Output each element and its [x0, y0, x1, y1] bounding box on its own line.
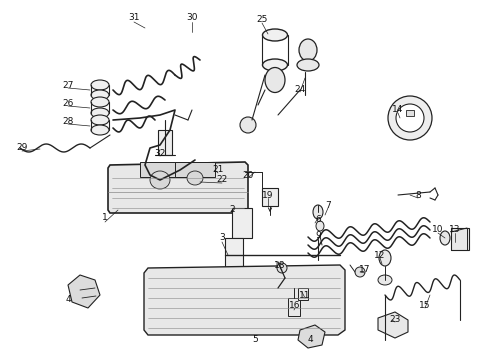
Text: 30: 30 — [186, 13, 197, 22]
Text: 2: 2 — [229, 206, 234, 215]
Ellipse shape — [296, 59, 318, 71]
Text: 9: 9 — [314, 230, 320, 239]
Text: 28: 28 — [62, 117, 74, 126]
Text: 4: 4 — [306, 336, 312, 345]
Text: 14: 14 — [391, 105, 403, 114]
Ellipse shape — [150, 171, 170, 189]
Ellipse shape — [298, 39, 316, 61]
Ellipse shape — [378, 250, 390, 266]
Text: 29: 29 — [16, 144, 28, 153]
Bar — [140, 162, 200, 177]
Ellipse shape — [91, 90, 109, 100]
Text: 27: 27 — [62, 81, 74, 90]
Bar — [158, 130, 172, 155]
Circle shape — [387, 96, 431, 140]
Circle shape — [276, 263, 286, 273]
Text: 6: 6 — [314, 216, 320, 225]
Ellipse shape — [315, 221, 324, 231]
Bar — [175, 162, 215, 177]
Text: 22: 22 — [216, 175, 227, 184]
Polygon shape — [377, 312, 407, 338]
Bar — [287, 298, 299, 316]
Bar — [405, 110, 413, 116]
Circle shape — [240, 117, 256, 133]
Text: 12: 12 — [373, 251, 385, 260]
Text: 21: 21 — [212, 166, 223, 175]
Text: 5: 5 — [252, 336, 257, 345]
Ellipse shape — [312, 205, 323, 219]
Text: 11: 11 — [299, 291, 310, 300]
Polygon shape — [297, 325, 325, 348]
Circle shape — [354, 267, 364, 277]
Bar — [297, 288, 307, 300]
Text: 19: 19 — [262, 190, 273, 199]
Text: 18: 18 — [274, 261, 285, 270]
Bar — [231, 208, 251, 238]
Ellipse shape — [186, 171, 203, 185]
Bar — [195, 168, 215, 176]
Ellipse shape — [262, 59, 287, 71]
Ellipse shape — [262, 29, 287, 41]
Text: 26: 26 — [62, 99, 74, 108]
Text: 17: 17 — [359, 266, 370, 274]
Text: 10: 10 — [431, 225, 443, 234]
Circle shape — [395, 104, 423, 132]
Text: 24: 24 — [294, 85, 305, 94]
Ellipse shape — [264, 68, 285, 93]
Text: 25: 25 — [256, 15, 267, 24]
Polygon shape — [68, 275, 100, 308]
Text: 13: 13 — [448, 225, 460, 234]
Ellipse shape — [91, 80, 109, 90]
Text: 31: 31 — [128, 13, 140, 22]
Bar — [262, 188, 278, 206]
Ellipse shape — [91, 115, 109, 125]
Polygon shape — [108, 162, 247, 213]
Bar — [224, 238, 243, 273]
Text: 32: 32 — [154, 148, 165, 158]
Text: 1: 1 — [102, 213, 108, 222]
Polygon shape — [143, 265, 345, 335]
Text: 15: 15 — [418, 301, 430, 310]
Ellipse shape — [91, 108, 109, 118]
Ellipse shape — [439, 231, 449, 245]
Text: 16: 16 — [289, 302, 300, 310]
Text: 20: 20 — [242, 171, 253, 180]
Bar — [450, 228, 468, 250]
Text: 8: 8 — [414, 190, 420, 199]
Text: 4: 4 — [65, 296, 71, 305]
Ellipse shape — [377, 275, 391, 285]
Ellipse shape — [91, 125, 109, 135]
Text: 23: 23 — [388, 315, 400, 324]
Ellipse shape — [91, 97, 109, 107]
Text: 3: 3 — [219, 234, 224, 243]
Text: 7: 7 — [325, 201, 330, 210]
